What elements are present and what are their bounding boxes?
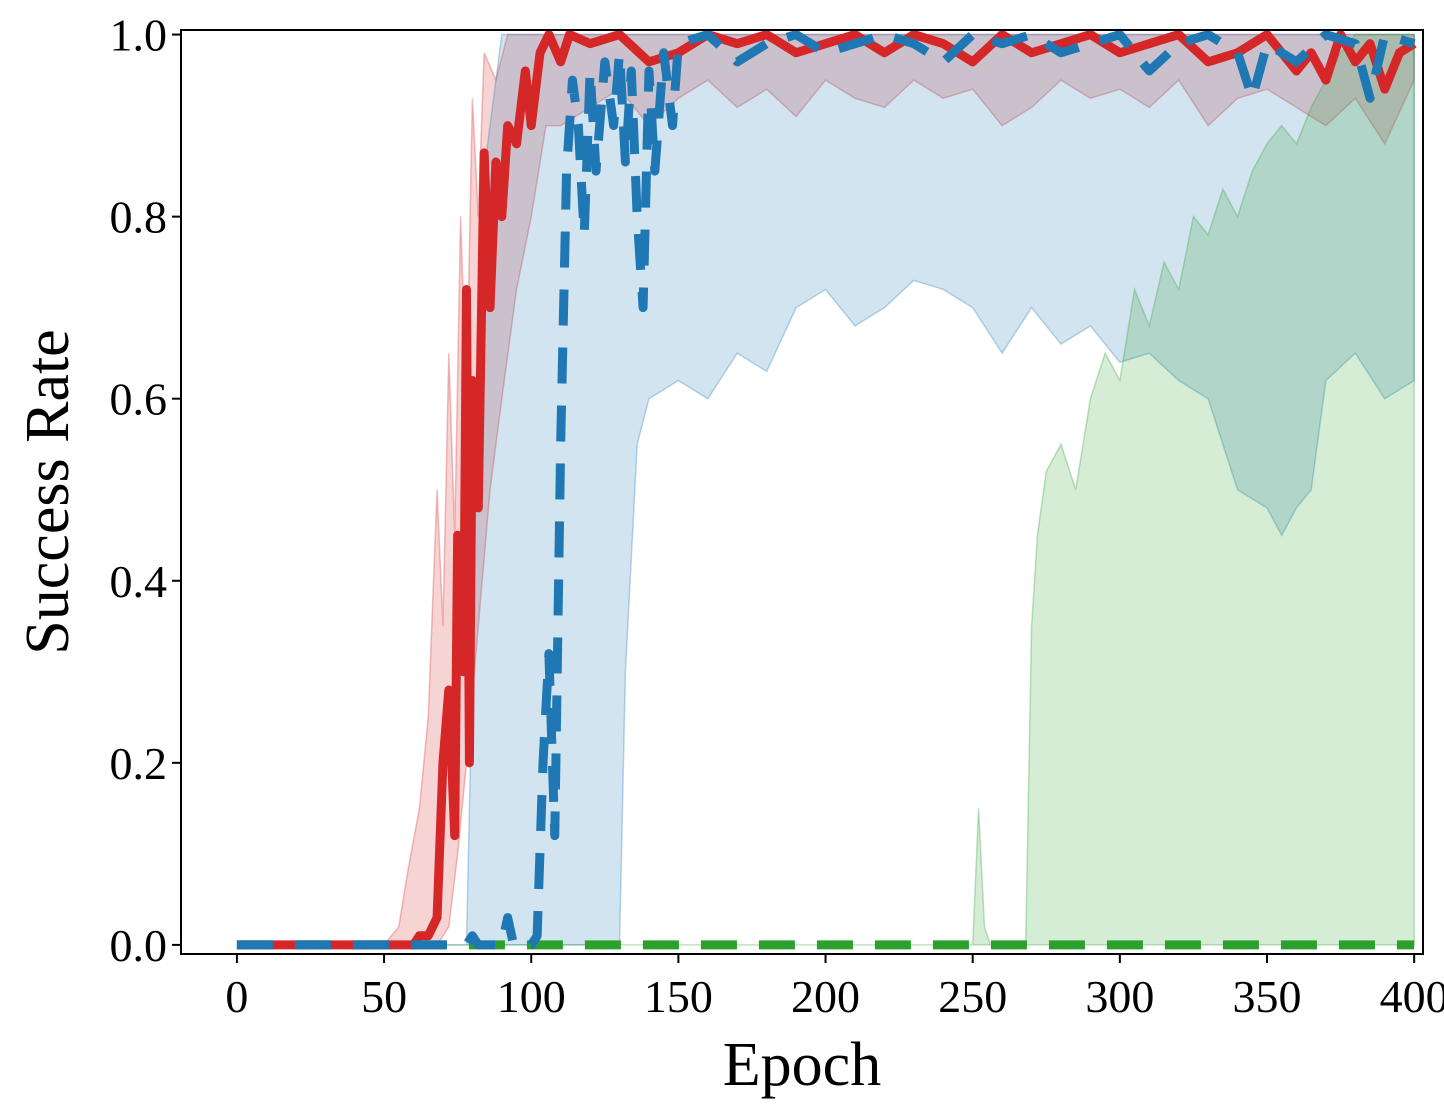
x-tick-label: 400 <box>1380 971 1444 1022</box>
x-tick-label: 250 <box>938 971 1007 1022</box>
y-tick-label: 0.8 <box>110 192 168 243</box>
confidence-bands <box>236 33 1415 946</box>
y-tick-label: 0.0 <box>110 920 168 971</box>
series-lines <box>236 30 1417 950</box>
x-tick-label: 0 <box>225 971 248 1022</box>
line-series-2 <box>236 30 1416 950</box>
x-tick-label: 150 <box>644 971 713 1022</box>
y-axis-ticks: 0.0 0.2 0.4 0.6 0.8 1.0 <box>110 10 181 971</box>
x-tick-label: 200 <box>791 971 860 1022</box>
x-axis-ticks: 0 50 100 150 200 250 300 350 400 <box>225 954 1444 1022</box>
x-tick-label: 350 <box>1233 971 1302 1022</box>
y-tick-label: 0.4 <box>110 556 168 607</box>
y-tick-label: 1.0 <box>110 10 168 61</box>
x-axis-title: Epoch <box>723 1031 881 1099</box>
y-tick-label: 0.2 <box>110 738 168 789</box>
x-tick-label: 100 <box>497 971 566 1022</box>
band-series-2 <box>236 33 1415 946</box>
x-tick-label: 300 <box>1085 971 1154 1022</box>
y-tick-label: 0.6 <box>110 374 168 425</box>
plot-frame <box>180 29 1424 955</box>
x-tick-label: 50 <box>361 971 407 1022</box>
y-axis-title: Success Rate <box>14 329 82 654</box>
